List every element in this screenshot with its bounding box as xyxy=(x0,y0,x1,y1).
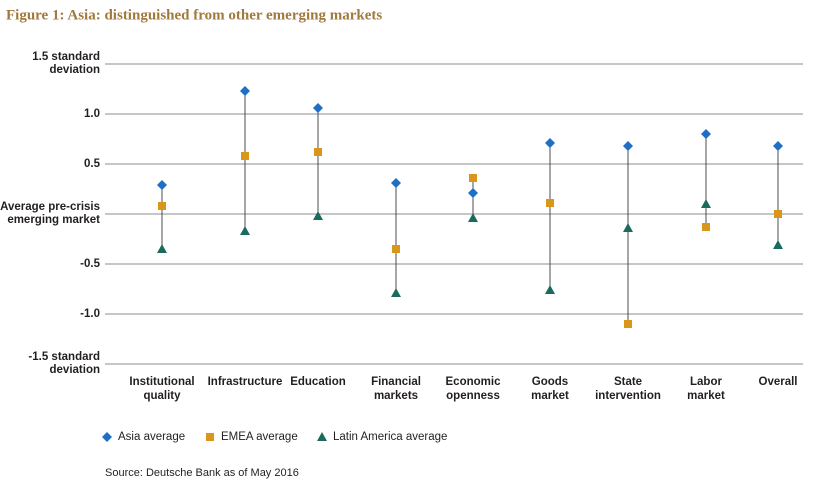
y-tick-label: 0.5 xyxy=(84,158,101,170)
x-tick-label: Economic openness xyxy=(446,376,502,402)
asia-marker xyxy=(545,138,555,148)
asia-marker xyxy=(773,141,783,151)
x-tick-label: Education xyxy=(290,376,346,388)
chart-title: Figure 1: Asia: distinguished from other… xyxy=(6,7,382,23)
x-tick-label: Labor market xyxy=(687,376,725,402)
asia-marker xyxy=(157,180,167,190)
asia-marker xyxy=(701,129,711,139)
legend-marker xyxy=(317,432,327,441)
emea-marker xyxy=(546,199,554,207)
x-tick-label: State intervention xyxy=(595,376,661,402)
x-tick-label: Goods market xyxy=(531,376,569,402)
latam-marker xyxy=(623,223,633,232)
y-tick-label: 1.0 xyxy=(84,108,100,120)
x-tick-label: Overall xyxy=(759,376,798,388)
emea-marker xyxy=(158,202,166,210)
emea-marker xyxy=(392,245,400,253)
asia-marker xyxy=(240,86,250,96)
legend-marker xyxy=(206,433,214,441)
latam-marker xyxy=(468,213,478,222)
emea-marker xyxy=(624,320,632,328)
emea-marker xyxy=(314,148,322,156)
emea-marker xyxy=(469,174,477,182)
asia-marker xyxy=(468,188,478,198)
latam-marker xyxy=(545,285,555,294)
legend-label: Latin America average xyxy=(333,431,447,443)
latam-marker xyxy=(773,240,783,249)
legend-label: Asia average xyxy=(118,431,185,443)
source-note: Source: Deutsche Bank as of May 2016 xyxy=(105,467,299,479)
y-tick-label: 1.5 standard deviation xyxy=(32,51,100,76)
x-tick-label: Institutional quality xyxy=(129,376,194,402)
emea-marker xyxy=(774,210,782,218)
latam-marker xyxy=(157,244,167,253)
legend-label: EMEA average xyxy=(221,431,298,443)
latam-marker xyxy=(391,288,401,297)
asia-marker xyxy=(623,141,633,151)
latam-marker xyxy=(240,226,250,235)
emea-marker xyxy=(241,152,249,160)
x-tick-label: Infrastructure xyxy=(208,376,283,388)
asia-marker xyxy=(391,178,401,188)
y-tick-label: -0.5 xyxy=(80,258,100,270)
emea-marker xyxy=(702,223,710,231)
asia-marker xyxy=(313,103,323,113)
x-tick-label: Financial markets xyxy=(371,376,421,402)
latam-marker xyxy=(313,211,323,220)
y-tick-label: -1.5 standard deviation xyxy=(28,351,100,376)
latam-marker xyxy=(701,199,711,208)
y-tick-label: -1.0 xyxy=(80,308,100,320)
legend-marker xyxy=(102,432,112,442)
y-tick-label: Average pre-crisis emerging market xyxy=(0,201,100,226)
